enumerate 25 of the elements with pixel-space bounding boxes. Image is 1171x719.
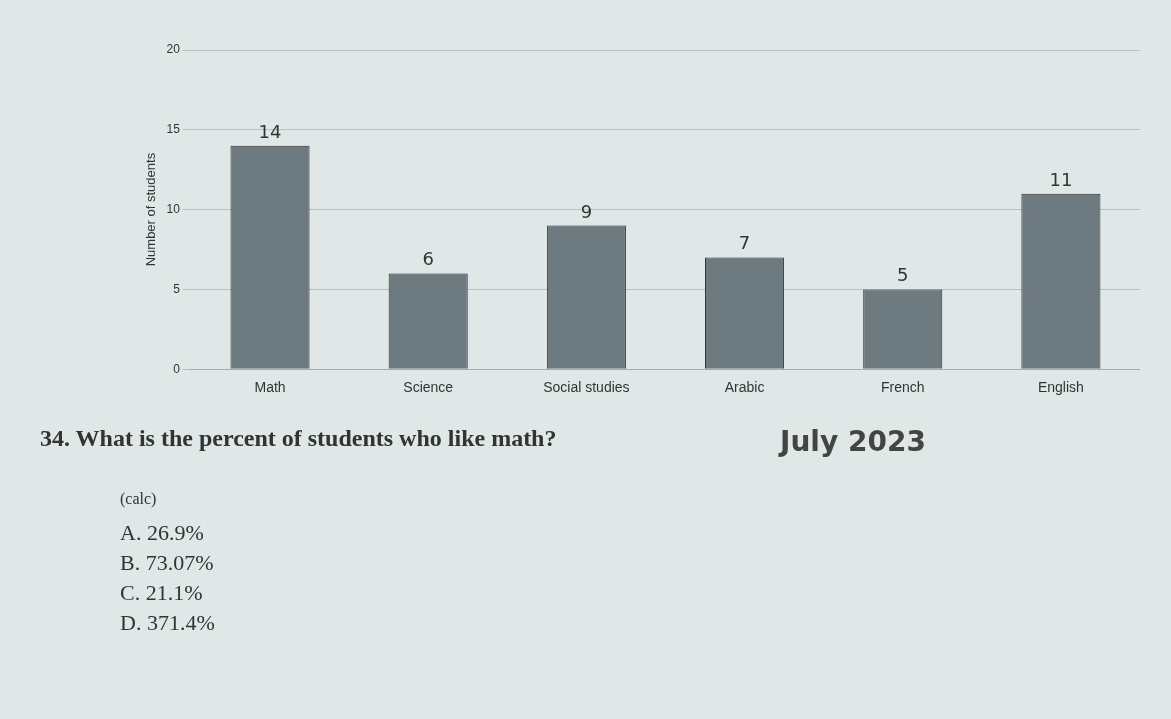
text: B. 73.07%: [120, 550, 214, 576]
data-label: 14: [258, 120, 282, 142]
x-tick-label: Social studies: [543, 379, 630, 396]
y-tick-label: 0: [173, 361, 181, 376]
x-tick-label: Arabic: [724, 379, 765, 396]
data-label: 11: [1049, 168, 1073, 190]
y-tick-label: 20: [166, 42, 181, 57]
text: July 2023: [780, 425, 926, 458]
text: C. 21.1%: [120, 580, 203, 606]
y-tick-label: 10: [166, 201, 181, 216]
y-tick-label: 5: [173, 281, 181, 296]
text: D. 371.4%: [120, 610, 215, 636]
data-label: 5: [897, 264, 909, 286]
y-tick-label: 15: [166, 122, 181, 137]
x-tick-label: English: [1037, 379, 1084, 396]
data-label: 7: [738, 232, 751, 254]
text: 34. What is the percent of students who like math?: [40, 425, 557, 452]
x-tick-label: Math: [254, 379, 286, 396]
data-label: 9: [580, 200, 593, 222]
data-label: 6: [422, 248, 434, 270]
x-tick-label: French: [880, 379, 925, 396]
x-tick-label: Science: [403, 379, 454, 396]
text: A. 26.9%: [120, 520, 204, 546]
text: (calc): [120, 490, 157, 508]
y-axis-title: Number of students: [143, 152, 159, 267]
